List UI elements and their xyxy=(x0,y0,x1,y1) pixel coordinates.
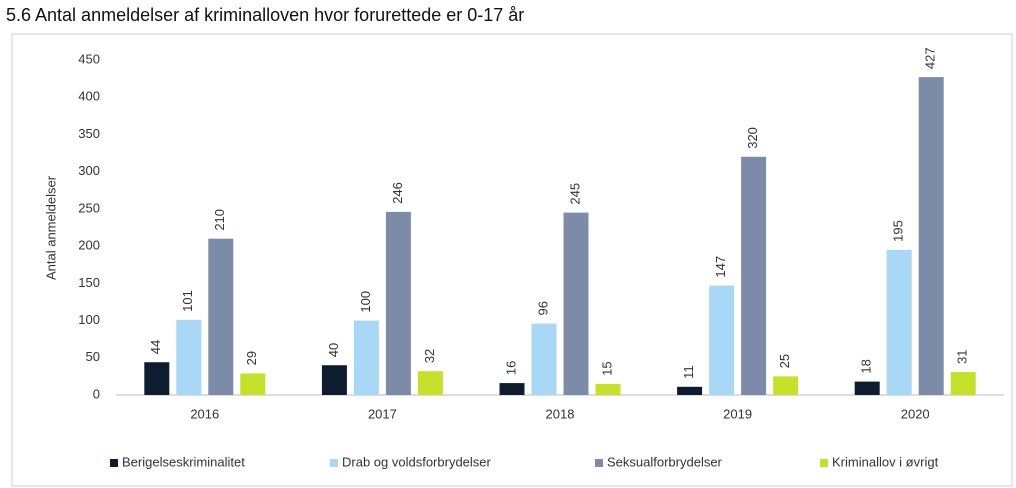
bar xyxy=(417,371,443,395)
legend-label: Drab og voldsforbrydelser xyxy=(342,454,492,469)
y-tick-label: 350 xyxy=(78,126,100,141)
data-label: 29 xyxy=(244,351,259,365)
legend-label: Kriminallov i øvrigt xyxy=(832,454,939,469)
y-tick-label: 250 xyxy=(78,200,100,215)
bar xyxy=(208,238,234,395)
bar xyxy=(353,320,379,395)
data-label: 427 xyxy=(923,47,938,69)
data-label: 245 xyxy=(567,183,582,205)
bar xyxy=(176,319,202,395)
bar xyxy=(385,211,411,395)
data-label: 31 xyxy=(955,349,970,363)
legend-swatch xyxy=(330,459,338,467)
bar xyxy=(709,285,735,395)
data-label: 96 xyxy=(535,301,550,315)
bar xyxy=(950,371,976,395)
legend-swatch xyxy=(595,459,603,467)
legend-swatch xyxy=(820,459,828,467)
bar xyxy=(595,383,621,395)
legend-label: Seksualforbrydelser xyxy=(607,454,723,469)
legend-swatch xyxy=(110,459,118,467)
y-axis-label: Antal anmeldelser xyxy=(43,175,58,280)
data-label: 40 xyxy=(326,343,341,357)
y-tick-label: 200 xyxy=(78,238,100,253)
bar xyxy=(499,383,525,395)
legend-label: Berigelseskriminalitet xyxy=(122,454,245,469)
x-tick-label: 2018 xyxy=(546,406,575,421)
y-tick-label: 50 xyxy=(86,349,100,364)
bar xyxy=(854,381,880,395)
bar xyxy=(240,373,266,395)
bar xyxy=(741,156,767,395)
bar xyxy=(918,77,944,395)
chart-title: 5.6 Antal anmeldelser af kriminalloven h… xyxy=(6,5,524,25)
y-tick-label: 400 xyxy=(78,89,100,104)
bar xyxy=(773,376,799,395)
x-tick-label: 2016 xyxy=(190,406,219,421)
bar xyxy=(563,212,589,395)
data-label: 18 xyxy=(859,359,874,373)
data-label: 195 xyxy=(891,220,906,242)
x-tick-label: 2019 xyxy=(723,406,752,421)
bar xyxy=(144,362,170,395)
data-label: 32 xyxy=(422,349,437,363)
x-tick-label: 2017 xyxy=(368,406,397,421)
bar xyxy=(677,386,703,395)
data-label: 101 xyxy=(180,290,195,312)
chart-frame xyxy=(11,33,1013,487)
y-tick-label: 100 xyxy=(78,312,100,327)
data-label: 25 xyxy=(777,354,792,368)
data-label: 246 xyxy=(390,182,405,204)
y-tick-label: 450 xyxy=(78,51,100,66)
y-tick-label: 300 xyxy=(78,163,100,178)
data-label: 210 xyxy=(212,209,227,231)
data-label: 11 xyxy=(681,365,696,379)
y-tick-label: 0 xyxy=(93,386,100,401)
data-label: 100 xyxy=(358,291,373,313)
data-label: 44 xyxy=(148,340,163,354)
data-label: 147 xyxy=(713,256,728,278)
bar xyxy=(886,249,912,395)
y-tick-label: 150 xyxy=(78,275,100,290)
bar xyxy=(531,323,557,395)
x-tick-label: 2020 xyxy=(901,406,930,421)
bar xyxy=(321,365,347,395)
data-label: 16 xyxy=(503,361,518,375)
data-label: 15 xyxy=(599,361,614,375)
data-label: 320 xyxy=(745,127,760,149)
